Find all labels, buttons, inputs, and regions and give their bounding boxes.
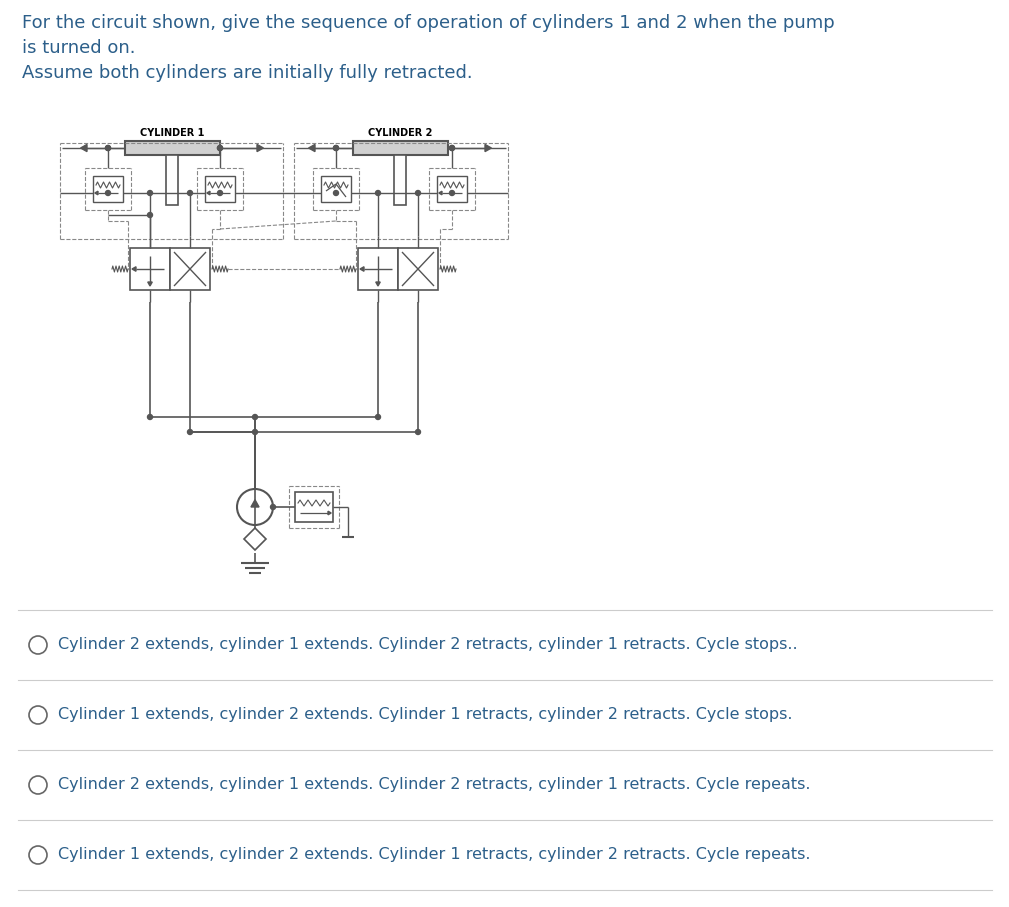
Circle shape (334, 145, 338, 151)
Text: Cylinder 2 extends, cylinder 1 extends. Cylinder 2 retracts, cylinder 1 retracts: Cylinder 2 extends, cylinder 1 extends. … (58, 638, 798, 652)
Circle shape (334, 145, 338, 151)
Circle shape (270, 504, 275, 510)
Circle shape (106, 190, 111, 196)
Polygon shape (95, 191, 98, 195)
Bar (130, 248, 170, 290)
Circle shape (252, 430, 257, 434)
Polygon shape (309, 144, 315, 151)
Polygon shape (485, 144, 491, 151)
Circle shape (375, 414, 380, 420)
Text: Assume both cylinders are initially fully retracted.: Assume both cylinders are initially full… (22, 64, 472, 82)
Circle shape (449, 145, 454, 151)
Text: Cylinder 2 extends, cylinder 1 extends. Cylinder 2 retracts, cylinder 1 retracts: Cylinder 2 extends, cylinder 1 extends. … (58, 777, 810, 793)
Bar (93, 176, 123, 202)
Circle shape (106, 145, 111, 151)
Circle shape (188, 430, 193, 434)
Circle shape (416, 190, 421, 196)
Circle shape (218, 190, 223, 196)
Polygon shape (81, 144, 87, 151)
Bar (170, 248, 210, 290)
Polygon shape (251, 500, 259, 507)
Bar (321, 176, 351, 202)
Bar (166, 155, 178, 205)
Polygon shape (328, 512, 331, 515)
Polygon shape (360, 267, 364, 271)
Circle shape (375, 190, 380, 196)
Bar (205, 176, 235, 202)
Text: Cylinder 1 extends, cylinder 2 extends. Cylinder 1 retracts, cylinder 2 retracts: Cylinder 1 extends, cylinder 2 extends. … (58, 707, 792, 723)
Circle shape (449, 145, 454, 151)
Circle shape (147, 414, 152, 420)
Circle shape (334, 190, 338, 196)
Bar (398, 248, 438, 290)
Circle shape (218, 145, 223, 151)
Bar (437, 176, 467, 202)
Circle shape (252, 414, 257, 420)
Circle shape (416, 430, 421, 434)
Bar (353, 141, 448, 155)
Polygon shape (147, 282, 152, 286)
Bar (125, 141, 220, 155)
Polygon shape (257, 144, 263, 151)
Circle shape (188, 190, 193, 196)
Circle shape (147, 212, 152, 218)
Polygon shape (439, 191, 442, 195)
Circle shape (449, 190, 454, 196)
Text: For the circuit shown, give the sequence of operation of cylinders 1 and 2 when : For the circuit shown, give the sequence… (22, 14, 834, 32)
Polygon shape (207, 191, 210, 195)
Text: Cylinder 1 extends, cylinder 2 extends. Cylinder 1 retracts, cylinder 2 retracts: Cylinder 1 extends, cylinder 2 extends. … (58, 847, 810, 863)
Polygon shape (132, 267, 136, 271)
Circle shape (106, 145, 111, 151)
Polygon shape (375, 282, 380, 286)
Bar (295, 492, 333, 522)
Text: is turned on.: is turned on. (22, 39, 135, 57)
Bar (394, 155, 406, 205)
Text: CYLINDER 2: CYLINDER 2 (368, 128, 432, 138)
Circle shape (147, 190, 152, 196)
Bar (358, 248, 398, 290)
Text: CYLINDER 1: CYLINDER 1 (140, 128, 204, 138)
Circle shape (218, 145, 223, 151)
